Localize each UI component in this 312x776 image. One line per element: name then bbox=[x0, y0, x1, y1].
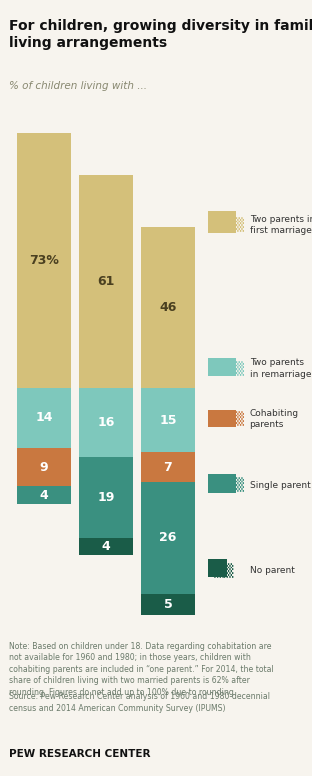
Text: 15: 15 bbox=[159, 414, 177, 427]
Bar bbox=[79, 388, 133, 456]
Text: ▒▒: ▒▒ bbox=[212, 563, 233, 577]
Text: Single parent: Single parent bbox=[250, 480, 310, 490]
Bar bbox=[141, 227, 195, 388]
Text: ▒▒▒: ▒▒▒ bbox=[212, 478, 244, 492]
Text: 5: 5 bbox=[163, 598, 172, 611]
Bar bbox=[141, 594, 195, 615]
Text: % of children living with ...: % of children living with ... bbox=[9, 81, 147, 92]
Text: 1960: 1960 bbox=[29, 405, 59, 418]
Bar bbox=[17, 448, 71, 487]
Text: ▒▒▒: ▒▒▒ bbox=[212, 362, 244, 376]
Text: No parent: No parent bbox=[250, 566, 295, 575]
Text: For children, growing diversity in family
living arrangements: For children, growing diversity in famil… bbox=[9, 19, 312, 50]
Text: Two parents
in remarriage: Two parents in remarriage bbox=[250, 359, 311, 379]
Text: 1980: 1980 bbox=[91, 405, 121, 418]
Text: 16: 16 bbox=[97, 416, 115, 429]
Text: Source: Pew Research Center analysis of 1960 and 1980 decennial
census and 2014 : Source: Pew Research Center analysis of … bbox=[9, 692, 271, 712]
Text: ▒▒▒: ▒▒▒ bbox=[212, 218, 244, 232]
Text: 4: 4 bbox=[40, 489, 49, 501]
Text: Two parents in
first marriage: Two parents in first marriage bbox=[250, 215, 312, 235]
Text: 46: 46 bbox=[159, 301, 177, 314]
Bar bbox=[141, 388, 195, 452]
Text: 73%: 73% bbox=[29, 254, 59, 267]
Text: 61: 61 bbox=[97, 275, 115, 288]
Text: ▒▒▒: ▒▒▒ bbox=[212, 412, 244, 426]
Text: 19: 19 bbox=[97, 490, 115, 504]
Text: PEW RESEARCH CENTER: PEW RESEARCH CENTER bbox=[9, 749, 151, 759]
Text: 26: 26 bbox=[159, 532, 177, 544]
Bar bbox=[79, 538, 133, 555]
Text: Note: Based on children under 18. Data regarding cohabitation are
not available : Note: Based on children under 18. Data r… bbox=[9, 642, 274, 697]
Bar bbox=[79, 175, 133, 388]
Text: 7: 7 bbox=[163, 461, 172, 473]
Bar bbox=[79, 456, 133, 538]
Text: 4: 4 bbox=[102, 540, 110, 553]
Bar bbox=[17, 487, 71, 504]
Bar bbox=[17, 388, 71, 448]
Bar bbox=[17, 133, 71, 388]
Text: 2014: 2014 bbox=[153, 405, 183, 418]
Bar bbox=[141, 482, 195, 594]
Text: 14: 14 bbox=[36, 411, 53, 424]
Text: 9: 9 bbox=[40, 461, 48, 473]
Bar bbox=[141, 452, 195, 482]
Text: Cohabiting
parents: Cohabiting parents bbox=[250, 409, 299, 429]
